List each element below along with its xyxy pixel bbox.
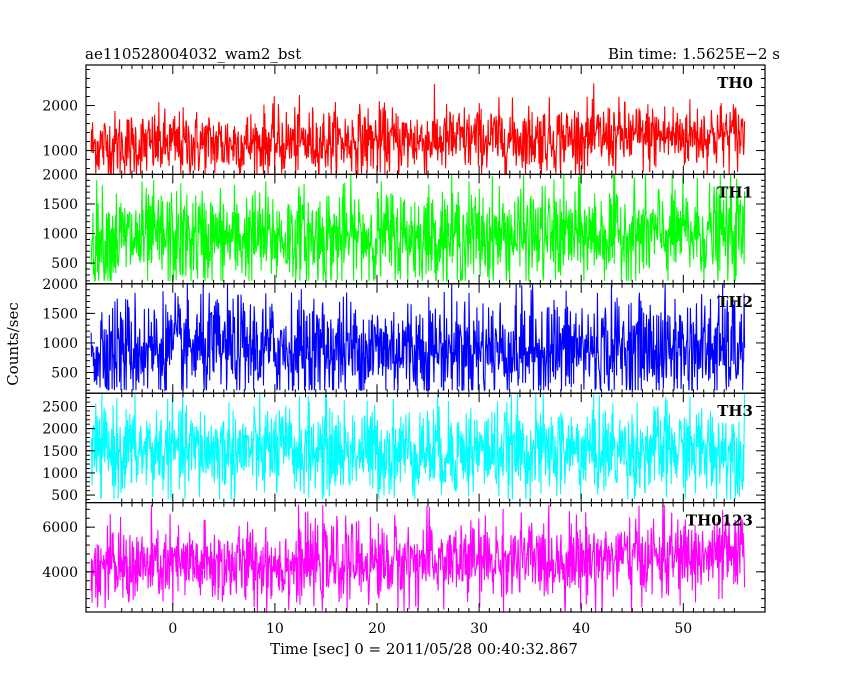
panel-th0123: 4000 6000 TH0123	[42, 502, 766, 613]
panel-label: TH0	[717, 74, 753, 92]
y-tick-label: 2000	[42, 167, 78, 183]
series-th0123	[90, 504, 746, 613]
y-tick-label: 2500	[42, 399, 78, 415]
y-tick-label: 500	[51, 256, 78, 272]
panel-frame	[85, 502, 766, 613]
x-tick-label: 10	[266, 621, 284, 637]
series-th0	[90, 83, 746, 175]
panel-th1: 500 1000 1500 2000 TH1	[42, 167, 766, 285]
series-th2	[90, 283, 746, 392]
panel-label: TH1	[717, 183, 753, 201]
y-tick-label: 1000	[42, 227, 78, 243]
y-tick-label: 2000	[42, 277, 78, 293]
panel-th2: 500 1000 1500 2000 TH2	[42, 277, 766, 394]
bin-time-label: Bin time: 1.5625E−2 s	[608, 45, 780, 63]
y-tick-label: 500	[51, 366, 78, 382]
y-tick-label: 6000	[42, 520, 78, 536]
y-axis-label: Counts/sec	[4, 302, 22, 386]
x-tick-label: 30	[470, 621, 488, 637]
x-tick-label: 40	[572, 621, 590, 637]
y-tick-label: 1000	[42, 144, 78, 160]
y-tick-label: 1000	[42, 466, 78, 482]
panel-label: TH2	[717, 293, 753, 311]
panel-label: TH0123	[686, 512, 753, 530]
x-tick-label: 20	[368, 621, 386, 637]
panel-th3: 500 1000 1500 2000 2500 TH3	[42, 392, 766, 504]
x-tick-label: 0	[168, 621, 177, 637]
panel-label: TH3	[717, 402, 753, 420]
x-axis-label: Time [sec] 0 = 2011/05/28 00:40:32.867	[270, 640, 578, 658]
y-tick-label: 4000	[42, 565, 78, 581]
panel-th0: 1000 2000 TH0	[42, 64, 766, 176]
y-tick-label: 1000	[42, 336, 78, 352]
series-th3	[90, 393, 746, 500]
chart-title: ae110528004032_wam2_bst	[85, 45, 301, 63]
panels: 1000 2000 TH0 500 1000 1500 2000 TH1 500 1000 1500…	[42, 64, 766, 613]
y-tick-label: 2000	[42, 422, 78, 438]
x-axis: 0 10 20 30 40 50	[168, 621, 692, 637]
y-tick-label: 500	[51, 488, 78, 504]
x-tick-label: 50	[674, 621, 692, 637]
series-th1	[90, 174, 746, 282]
y-tick-label: 1500	[42, 197, 78, 213]
y-tick-label: 1500	[42, 306, 78, 322]
y-tick-label: 1500	[42, 444, 78, 460]
y-tick-label: 2000	[42, 99, 78, 115]
